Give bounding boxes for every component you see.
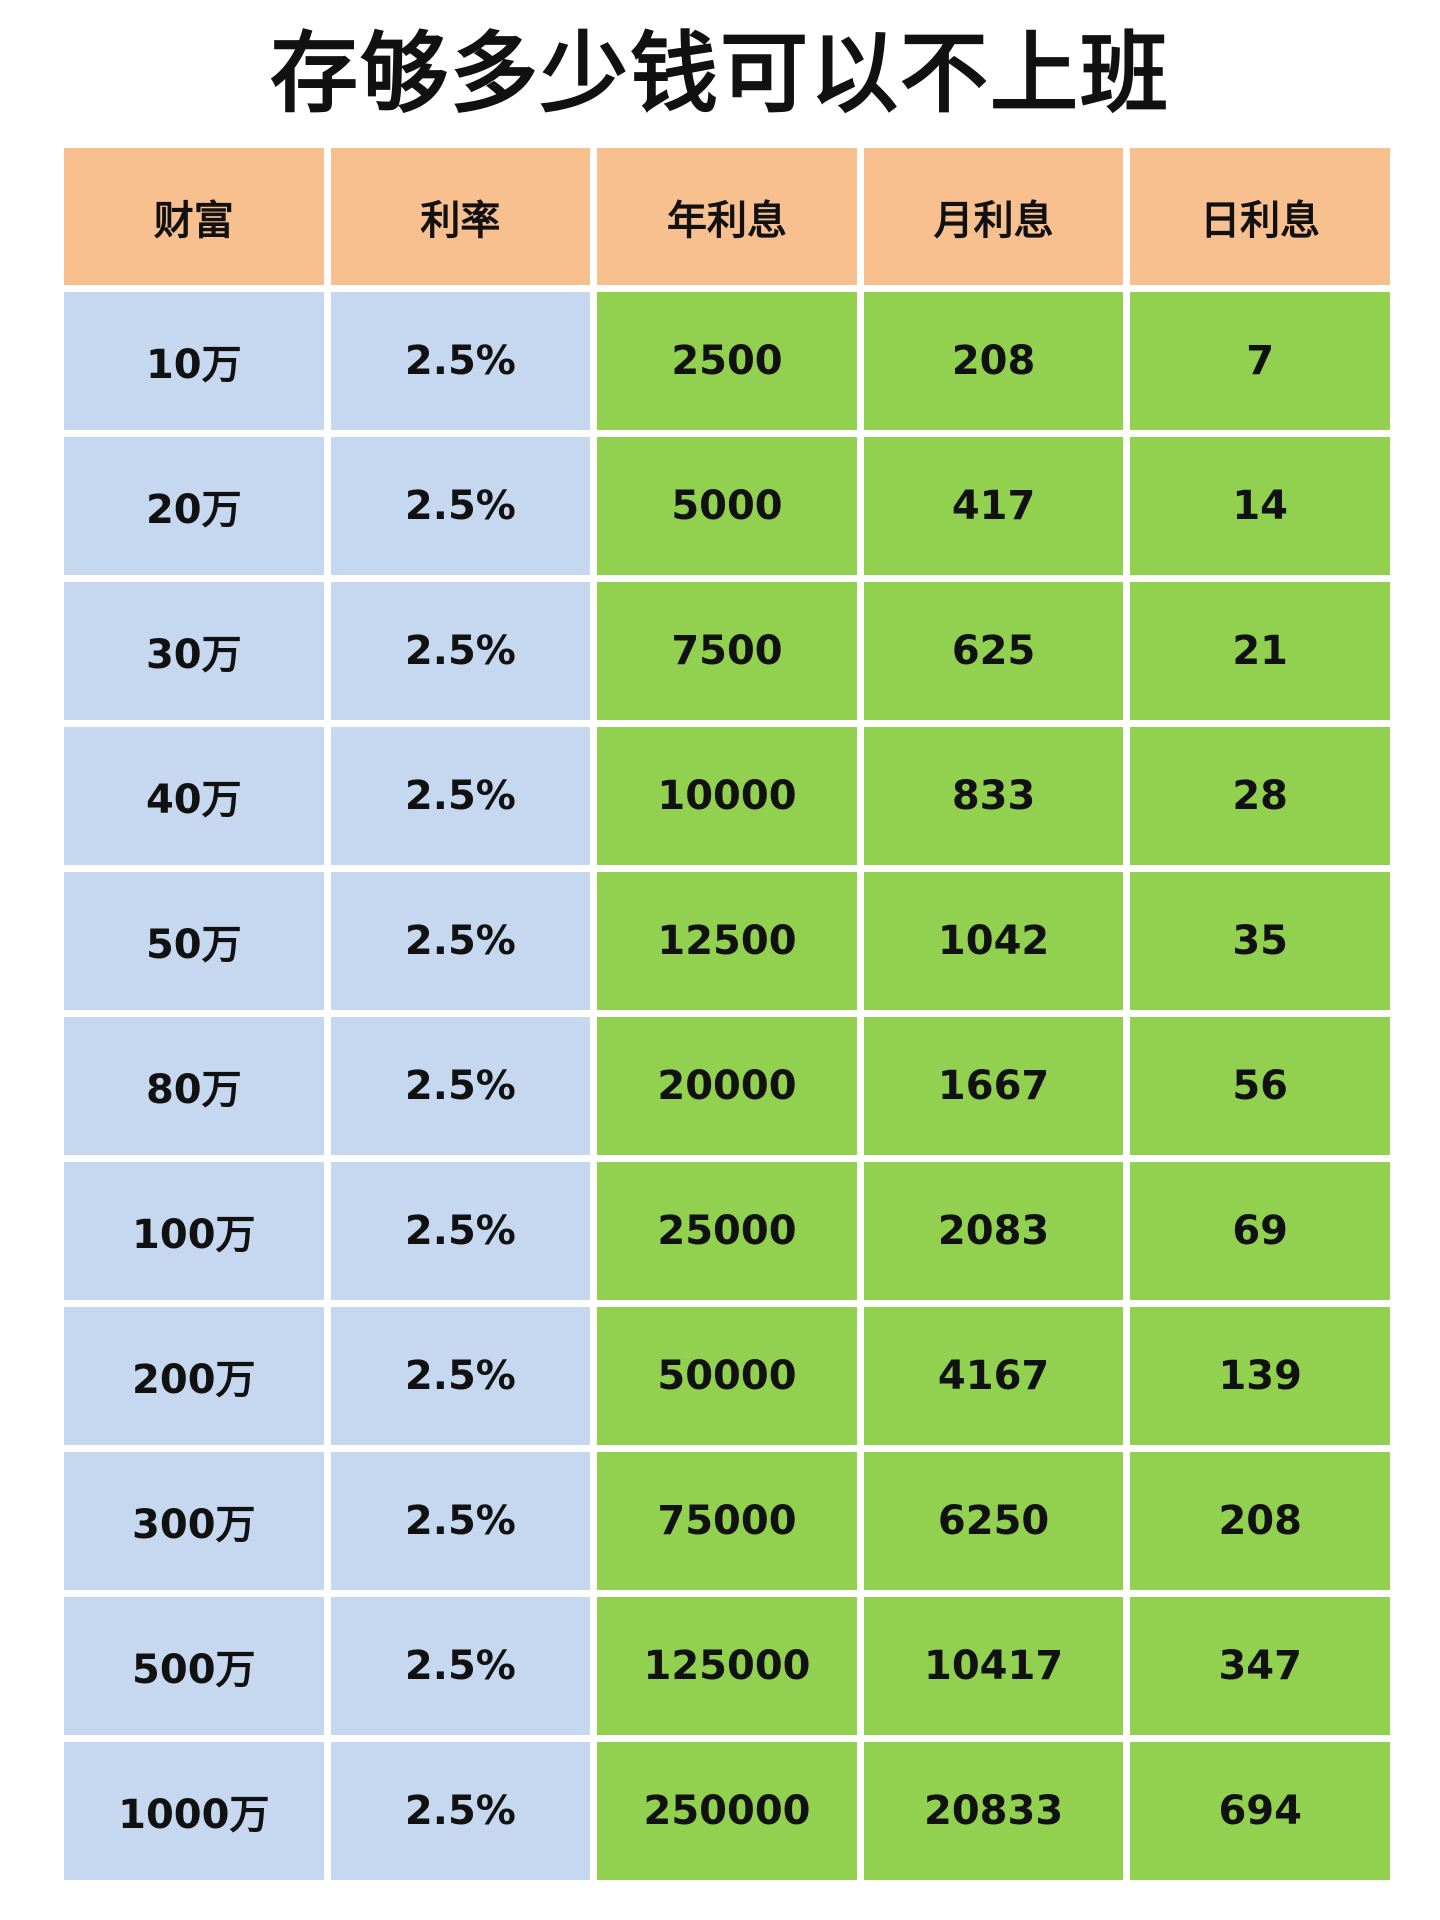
page-title: 存够多少钱可以不上班 [269, 22, 1170, 125]
cell-wealth: 100万 [64, 1162, 324, 1300]
cell-monthly-interest: 208 [863, 292, 1124, 430]
header-row: 财富 利率 年利息 月利息 日利息 [64, 148, 1390, 285]
table-row: 300万 2.5% 75000 6250 208 [64, 1452, 1390, 1590]
table-row: 100万 2.5% 25000 2083 69 [64, 1162, 1390, 1300]
interest-table: 财富 利率 年利息 月利息 日利息 10万 2.5% 2500 208 7 20万 2.5% 5000… [57, 141, 1397, 1887]
cell-wealth: 300万 [64, 1452, 324, 1590]
cell-monthly-interest: 625 [863, 582, 1124, 720]
cell-annual-interest: 20000 [597, 1017, 857, 1155]
header-daily-interest: 日利息 [1130, 148, 1390, 285]
cell-annual-interest: 50000 [597, 1307, 857, 1445]
cell-annual-interest: 250000 [597, 1742, 857, 1880]
cell-rate: 2.5% [330, 1017, 591, 1155]
table-row: 40万 2.5% 10000 833 28 [64, 727, 1390, 865]
cell-wealth: 40万 [64, 727, 324, 865]
cell-monthly-interest: 1667 [863, 1017, 1124, 1155]
header-rate: 利率 [330, 148, 591, 285]
cell-wealth: 10万 [64, 292, 324, 430]
cell-daily-interest: 35 [1130, 872, 1390, 1010]
cell-daily-interest: 7 [1130, 292, 1390, 430]
cell-monthly-interest: 20833 [863, 1742, 1124, 1880]
cell-daily-interest: 21 [1130, 582, 1390, 720]
cell-wealth: 500万 [64, 1597, 324, 1735]
header-wealth: 财富 [64, 148, 324, 285]
cell-wealth: 80万 [64, 1017, 324, 1155]
cell-annual-interest: 12500 [597, 872, 857, 1010]
cell-monthly-interest: 6250 [863, 1452, 1124, 1590]
cell-daily-interest: 208 [1130, 1452, 1390, 1590]
cell-daily-interest: 347 [1130, 1597, 1390, 1735]
cell-wealth: 20万 [64, 437, 324, 575]
table-row: 500万 2.5% 125000 10417 347 [64, 1597, 1390, 1735]
table-row: 200万 2.5% 50000 4167 139 [64, 1307, 1390, 1445]
cell-annual-interest: 7500 [597, 582, 857, 720]
cell-rate: 2.5% [330, 872, 591, 1010]
table-row: 20万 2.5% 5000 417 14 [64, 437, 1390, 575]
cell-rate: 2.5% [330, 1452, 591, 1590]
cell-rate: 2.5% [330, 1307, 591, 1445]
cell-annual-interest: 2500 [597, 292, 857, 430]
cell-rate: 2.5% [330, 292, 591, 430]
cell-rate: 2.5% [330, 582, 591, 720]
cell-annual-interest: 125000 [597, 1597, 857, 1735]
cell-daily-interest: 14 [1130, 437, 1390, 575]
cell-annual-interest: 25000 [597, 1162, 857, 1300]
header-annual-interest: 年利息 [597, 148, 857, 285]
cell-monthly-interest: 10417 [863, 1597, 1124, 1735]
cell-daily-interest: 139 [1130, 1307, 1390, 1445]
header-monthly-interest: 月利息 [863, 148, 1124, 285]
cell-monthly-interest: 4167 [863, 1307, 1124, 1445]
cell-rate: 2.5% [330, 727, 591, 865]
cell-daily-interest: 694 [1130, 1742, 1390, 1880]
cell-daily-interest: 28 [1130, 727, 1390, 865]
cell-annual-interest: 5000 [597, 437, 857, 575]
table-row: 10万 2.5% 2500 208 7 [64, 292, 1390, 430]
cell-monthly-interest: 833 [863, 727, 1124, 865]
cell-daily-interest: 56 [1130, 1017, 1390, 1155]
cell-rate: 2.5% [330, 437, 591, 575]
cell-rate: 2.5% [330, 1597, 591, 1735]
cell-annual-interest: 75000 [597, 1452, 857, 1590]
cell-daily-interest: 69 [1130, 1162, 1390, 1300]
cell-wealth: 200万 [64, 1307, 324, 1445]
cell-wealth: 50万 [64, 872, 324, 1010]
table-row: 1000万 2.5% 250000 20833 694 [64, 1742, 1390, 1880]
cell-wealth: 30万 [64, 582, 324, 720]
cell-rate: 2.5% [330, 1742, 591, 1880]
table-row: 30万 2.5% 7500 625 21 [64, 582, 1390, 720]
interest-table-container: 财富 利率 年利息 月利息 日利息 10万 2.5% 2500 208 7 20万 2.5% 5000… [64, 148, 1390, 1880]
cell-monthly-interest: 417 [863, 437, 1124, 575]
table-header: 财富 利率 年利息 月利息 日利息 [64, 148, 1390, 285]
cell-wealth: 1000万 [64, 1742, 324, 1880]
table-row: 50万 2.5% 12500 1042 35 [64, 872, 1390, 1010]
table-row: 80万 2.5% 20000 1667 56 [64, 1017, 1390, 1155]
cell-monthly-interest: 1042 [863, 872, 1124, 1010]
cell-annual-interest: 10000 [597, 727, 857, 865]
cell-rate: 2.5% [330, 1162, 591, 1300]
table-body: 10万 2.5% 2500 208 7 20万 2.5% 5000 417 14 30万 2.5% 75… [64, 292, 1390, 1880]
cell-monthly-interest: 2083 [863, 1162, 1124, 1300]
